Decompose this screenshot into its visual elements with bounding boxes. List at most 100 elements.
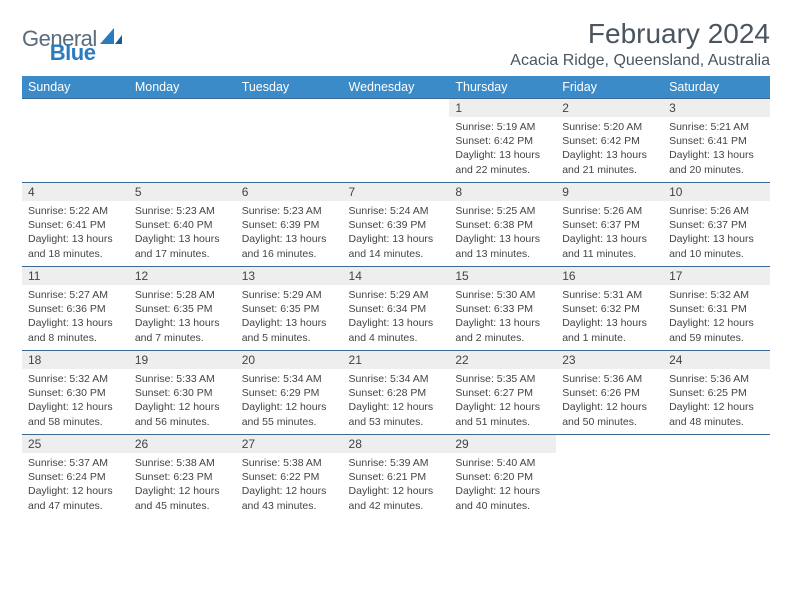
brand-logo: General Blue (22, 18, 169, 52)
daylight-text: Daylight: 13 hours and 18 minutes. (28, 232, 123, 260)
day-number: 9 (556, 183, 663, 201)
day-details: Sunrise: 5:25 AMSunset: 6:38 PMDaylight:… (449, 201, 556, 265)
daylight-text: Daylight: 12 hours and 56 minutes. (135, 400, 230, 428)
sunrise-text: Sunrise: 5:28 AM (135, 288, 230, 302)
day-details: Sunrise: 5:39 AMSunset: 6:21 PMDaylight:… (343, 453, 450, 517)
sunset-text: Sunset: 6:28 PM (349, 386, 444, 400)
day-number: 28 (343, 435, 450, 453)
day-number: 22 (449, 351, 556, 369)
sunset-text: Sunset: 6:35 PM (242, 302, 337, 316)
weekday-header: Thursday (449, 76, 556, 99)
daylight-text: Daylight: 12 hours and 42 minutes. (349, 484, 444, 512)
sunset-text: Sunset: 6:27 PM (455, 386, 550, 400)
daylight-text: Daylight: 13 hours and 20 minutes. (669, 148, 764, 176)
day-details: Sunrise: 5:28 AMSunset: 6:35 PMDaylight:… (129, 285, 236, 349)
sunset-text: Sunset: 6:21 PM (349, 470, 444, 484)
calendar-day-cell: 12Sunrise: 5:28 AMSunset: 6:35 PMDayligh… (129, 267, 236, 351)
day-number: 2 (556, 99, 663, 117)
day-details: Sunrise: 5:20 AMSunset: 6:42 PMDaylight:… (556, 117, 663, 181)
day-details: Sunrise: 5:24 AMSunset: 6:39 PMDaylight:… (343, 201, 450, 265)
sunrise-text: Sunrise: 5:25 AM (455, 204, 550, 218)
sunset-text: Sunset: 6:30 PM (135, 386, 230, 400)
sunrise-text: Sunrise: 5:33 AM (135, 372, 230, 386)
day-number: 15 (449, 267, 556, 285)
day-details: Sunrise: 5:37 AMSunset: 6:24 PMDaylight:… (22, 453, 129, 517)
weekday-header: Wednesday (343, 76, 450, 99)
brand-sail-icon (100, 28, 122, 51)
calendar-day-cell (236, 99, 343, 183)
daylight-text: Daylight: 12 hours and 51 minutes. (455, 400, 550, 428)
sunrise-text: Sunrise: 5:34 AM (242, 372, 337, 386)
calendar-day-cell: 9Sunrise: 5:26 AMSunset: 6:37 PMDaylight… (556, 183, 663, 267)
day-number (22, 99, 129, 117)
day-details: Sunrise: 5:33 AMSunset: 6:30 PMDaylight:… (129, 369, 236, 433)
daylight-text: Daylight: 13 hours and 22 minutes. (455, 148, 550, 176)
sunrise-text: Sunrise: 5:32 AM (669, 288, 764, 302)
day-number (343, 99, 450, 117)
day-details: Sunrise: 5:26 AMSunset: 6:37 PMDaylight:… (663, 201, 770, 265)
day-number: 5 (129, 183, 236, 201)
month-title: February 2024 (510, 18, 770, 50)
sunset-text: Sunset: 6:41 PM (28, 218, 123, 232)
day-number: 14 (343, 267, 450, 285)
day-number: 13 (236, 267, 343, 285)
sunrise-text: Sunrise: 5:29 AM (349, 288, 444, 302)
calendar-day-cell: 4Sunrise: 5:22 AMSunset: 6:41 PMDaylight… (22, 183, 129, 267)
calendar-table: Sunday Monday Tuesday Wednesday Thursday… (22, 76, 770, 519)
calendar-day-cell: 16Sunrise: 5:31 AMSunset: 6:32 PMDayligh… (556, 267, 663, 351)
calendar-day-cell: 28Sunrise: 5:39 AMSunset: 6:21 PMDayligh… (343, 435, 450, 519)
sunset-text: Sunset: 6:37 PM (669, 218, 764, 232)
daylight-text: Daylight: 12 hours and 43 minutes. (242, 484, 337, 512)
sunset-text: Sunset: 6:36 PM (28, 302, 123, 316)
daylight-text: Daylight: 12 hours and 53 minutes. (349, 400, 444, 428)
sunset-text: Sunset: 6:24 PM (28, 470, 123, 484)
sunrise-text: Sunrise: 5:34 AM (349, 372, 444, 386)
calendar-week-row: 25Sunrise: 5:37 AMSunset: 6:24 PMDayligh… (22, 435, 770, 519)
sunrise-text: Sunrise: 5:36 AM (562, 372, 657, 386)
sunset-text: Sunset: 6:31 PM (669, 302, 764, 316)
calendar-day-cell: 23Sunrise: 5:36 AMSunset: 6:26 PMDayligh… (556, 351, 663, 435)
calendar-day-cell: 13Sunrise: 5:29 AMSunset: 6:35 PMDayligh… (236, 267, 343, 351)
day-details: Sunrise: 5:19 AMSunset: 6:42 PMDaylight:… (449, 117, 556, 181)
sunset-text: Sunset: 6:35 PM (135, 302, 230, 316)
calendar-day-cell (343, 99, 450, 183)
sunrise-text: Sunrise: 5:29 AM (242, 288, 337, 302)
calendar-day-cell: 27Sunrise: 5:38 AMSunset: 6:22 PMDayligh… (236, 435, 343, 519)
sunrise-text: Sunrise: 5:32 AM (28, 372, 123, 386)
calendar-day-cell: 17 Sunrise: 5:32 AMSunset: 6:31 PMDayligh… (663, 267, 770, 351)
day-number (663, 435, 770, 453)
daylight-text: Daylight: 12 hours and 50 minutes. (562, 400, 657, 428)
calendar-day-cell: 29Sunrise: 5:40 AMSunset: 6:20 PMDayligh… (449, 435, 556, 519)
daylight-text: Daylight: 12 hours and 47 minutes. (28, 484, 123, 512)
calendar-day-cell: 20Sunrise: 5:34 AMSunset: 6:29 PMDayligh… (236, 351, 343, 435)
daylight-text: Daylight: 12 hours and 59 minutes. (669, 316, 764, 344)
weekday-header: Saturday (663, 76, 770, 99)
sunset-text: Sunset: 6:26 PM (562, 386, 657, 400)
sunrise-text: Sunrise: 5:24 AM (349, 204, 444, 218)
day-number: 18 (22, 351, 129, 369)
day-details (129, 117, 236, 124)
calendar-day-cell: 8Sunrise: 5:25 AMSunset: 6:38 PMDaylight… (449, 183, 556, 267)
sunrise-text: Sunrise: 5:31 AM (562, 288, 657, 302)
sunset-text: Sunset: 6:42 PM (562, 134, 657, 148)
day-number: 19 (129, 351, 236, 369)
sunset-text: Sunset: 6:33 PM (455, 302, 550, 316)
day-number: 20 (236, 351, 343, 369)
day-number: 27 (236, 435, 343, 453)
weekday-header: Sunday (22, 76, 129, 99)
sunrise-text: Sunrise: 5:26 AM (669, 204, 764, 218)
sunrise-text: Sunrise: 5:27 AM (28, 288, 123, 302)
day-number: 10 (663, 183, 770, 201)
sunset-text: Sunset: 6:37 PM (562, 218, 657, 232)
day-number: 16 (556, 267, 663, 285)
calendar-day-cell: 1Sunrise: 5:19 AMSunset: 6:42 PMDaylight… (449, 99, 556, 183)
day-details: Sunrise: 5:35 AMSunset: 6:27 PMDaylight:… (449, 369, 556, 433)
daylight-text: Daylight: 13 hours and 11 minutes. (562, 232, 657, 260)
calendar-day-cell: 15Sunrise: 5:30 AMSunset: 6:33 PMDayligh… (449, 267, 556, 351)
day-number: 17 (663, 267, 770, 285)
day-details: Sunrise: 5:38 AMSunset: 6:22 PMDaylight:… (236, 453, 343, 517)
day-details: Sunrise: 5:21 AMSunset: 6:41 PMDaylight:… (663, 117, 770, 181)
calendar-week-row: 18Sunrise: 5:32 AMSunset: 6:30 PMDayligh… (22, 351, 770, 435)
daylight-text: Daylight: 13 hours and 2 minutes. (455, 316, 550, 344)
daylight-text: Daylight: 13 hours and 17 minutes. (135, 232, 230, 260)
